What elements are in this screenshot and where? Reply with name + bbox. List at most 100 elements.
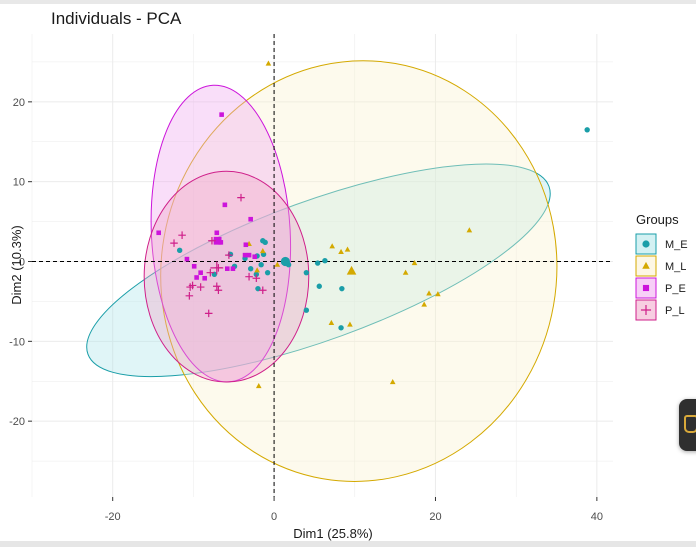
point-p-l: [204, 309, 213, 318]
y-axis-title: Dim2 (10.3%): [9, 225, 24, 304]
centroid-p-e: [213, 236, 222, 245]
point-m-l: [347, 321, 353, 327]
point-p-e: [194, 275, 199, 280]
point-p-l: [170, 239, 178, 247]
x-tick-label: 40: [591, 511, 603, 523]
point-m-e: [253, 271, 260, 277]
point-p-e: [191, 264, 197, 269]
point-p-l: [206, 268, 215, 277]
point-m-l: [254, 267, 260, 273]
confidence-ellipses: [86, 60, 558, 482]
point-p-l: [237, 193, 245, 202]
data-points: [156, 60, 590, 389]
legend-label-m-l: M_L: [665, 261, 686, 273]
point-m-e: [264, 269, 271, 276]
point-p-l: [196, 283, 205, 291]
point-m-e: [316, 283, 322, 289]
point-m-l: [435, 291, 441, 297]
window-bottom-strip: [0, 541, 696, 547]
point-p-l: [178, 231, 186, 239]
point-p-l: [186, 283, 194, 291]
point-m-e: [247, 265, 254, 272]
point-m-e: [262, 239, 268, 246]
point-p-l: [252, 274, 261, 283]
legend-marker-p-e: [642, 284, 650, 292]
point-m-l: [466, 227, 473, 233]
point-m-l: [344, 246, 351, 252]
clipboard-icon: [684, 415, 696, 433]
point-p-e: [224, 266, 230, 271]
window-top-strip: [0, 0, 696, 4]
point-p-e: [248, 216, 253, 222]
axes: -20 0 20 40 -20 -10 0 10 20: [9, 97, 603, 523]
point-m-l: [389, 378, 396, 385]
point-m-e: [339, 285, 345, 292]
point-p-l: [213, 282, 221, 291]
point-p-l: [245, 272, 253, 281]
legend-label-p-l: P_L: [665, 305, 685, 317]
point-p-e: [243, 242, 249, 248]
point-p-e: [202, 275, 207, 281]
point-m-l: [421, 301, 427, 307]
y-tick-label: -10: [9, 336, 25, 348]
point-p-l: [259, 286, 267, 295]
y-tick-label: -20: [9, 416, 25, 428]
point-m-l: [411, 260, 418, 266]
chart-title: Individuals - PCA: [51, 9, 182, 28]
y-tick-label: 0: [19, 257, 25, 269]
point-m-e: [314, 260, 321, 266]
centroid-m-l: [346, 265, 357, 275]
x-tick-label: 0: [271, 511, 277, 523]
ellipse-m-e: [86, 163, 551, 378]
point-p-e: [252, 254, 258, 260]
point-p-e: [156, 230, 161, 236]
point-m-e: [258, 262, 264, 268]
point-p-l: [214, 286, 223, 295]
point-p-l: [225, 251, 233, 259]
point-m-l: [328, 319, 335, 326]
centroid-m-e: [280, 256, 290, 267]
point-m-l: [402, 269, 409, 275]
point-p-e: [219, 112, 224, 117]
point-m-e: [322, 258, 328, 264]
x-axis-title: Dim1 (25.8%): [293, 526, 372, 541]
point-m-e: [584, 127, 590, 133]
legend-marker-m-l: [642, 261, 650, 269]
centroid-p-l: [210, 261, 224, 275]
point-m-l: [259, 248, 266, 254]
y-tick-label: 10: [13, 177, 25, 189]
legend-marker-m-e: [642, 240, 650, 248]
point-m-e: [176, 247, 183, 254]
point-p-e: [222, 202, 228, 208]
point-p-e: [246, 252, 252, 258]
legend-label-m-e: M_E: [665, 239, 688, 251]
point-p-e: [214, 230, 220, 236]
point-m-l: [255, 382, 262, 389]
legend: Groups M_E M_L P_E P_L: [635, 212, 688, 321]
point-m-l: [426, 290, 432, 296]
point-m-l: [338, 248, 344, 254]
point-p-e: [184, 256, 190, 262]
floating-side-widget[interactable]: [679, 399, 696, 451]
ellipse-p-l: [143, 170, 310, 383]
point-m-l: [265, 60, 272, 66]
ellipse-m-l: [160, 60, 558, 482]
point-m-e: [303, 307, 310, 313]
point-p-e: [198, 270, 203, 275]
point-p-l: [185, 292, 194, 300]
x-tick-label: -20: [105, 511, 121, 523]
legend-title: Groups: [636, 212, 679, 227]
y-tick-label: 20: [13, 97, 25, 109]
point-p-e: [230, 266, 236, 271]
point-m-e: [338, 325, 344, 331]
point-m-e: [303, 269, 310, 276]
x-tick-label: 20: [429, 511, 441, 523]
point-p-e: [242, 252, 248, 258]
legend-label-p-e: P_E: [665, 283, 686, 295]
legend-marker-p-l: [640, 304, 652, 316]
grid-layer: [31, 34, 613, 497]
point-p-l: [208, 236, 216, 245]
point-m-l: [329, 243, 336, 249]
point-m-l: [274, 261, 281, 267]
